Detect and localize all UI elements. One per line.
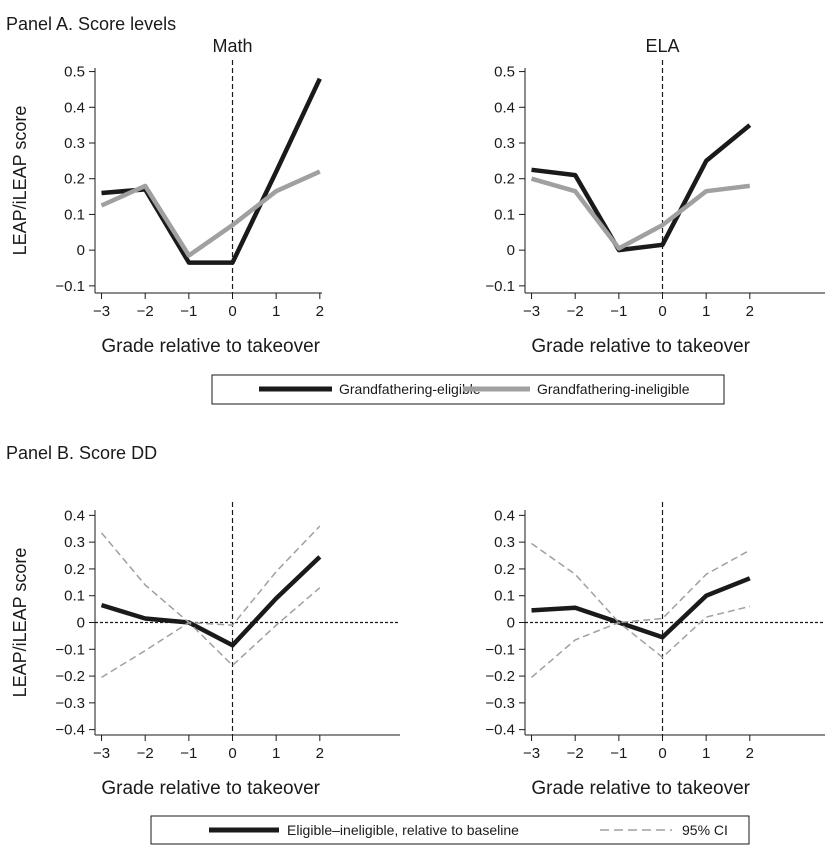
ci-bound-line [101,587,321,679]
panel-b-title: Panel B. Score DD [6,443,157,463]
chart-math-score-dd: −0.4 −0.3 −0.2 −0.1 0 0.1 0.2 0.3 0.4 −3 −2 −1 0 1 2 Gr… [10,502,400,799]
series-line [531,123,752,253]
y-tick-label: −0.2 [55,668,85,685]
y-tick-label: −0.1 [55,641,85,658]
legend-a-ineligible-label: Grandfathering-ineligible [537,381,690,397]
y-tick-label: 0.3 [494,135,515,152]
y-tick-label: −0.3 [485,695,515,712]
x-tick-label: 2 [316,745,324,762]
ci-bound-line [100,525,321,626]
x-tick-label: −2 [137,745,154,762]
y-tick-label: 0 [507,615,515,632]
y-tick-label: 0.4 [494,99,515,116]
x-tick-label: −1 [180,303,197,320]
x-axis-label: Grade relative to takeover [101,778,320,799]
x-tick-label: 0 [658,303,666,320]
y-tick-label: 0.5 [64,64,85,81]
legend-b-ci-label: 95% CI [682,822,728,838]
x-tick-label: −3 [523,303,540,320]
x-tick-label: 0 [228,303,236,320]
x-tick-label: 1 [272,745,280,762]
x-tick-label: −3 [523,745,540,762]
y-tick-label: −0.1 [485,278,515,295]
legend-panel-b: Eligible–ineligible, relative to baselin… [150,815,750,845]
y-tick-label: −0.3 [55,695,85,712]
ci-bound-line [531,605,750,678]
x-tick-label: 1 [702,303,710,320]
y-tick-label: −0.2 [485,668,515,685]
y-tick-label: 0.3 [64,534,85,551]
series-line [100,555,322,648]
x-tick-label: 2 [746,745,754,762]
series-line [531,576,751,640]
x-tick-label: −1 [610,303,627,320]
y-tick-label: 0.1 [64,206,85,223]
x-tick-label: 1 [272,303,280,320]
y-tick-label: 0.2 [64,561,85,578]
series-line [101,77,322,265]
y-tick-label: 0.5 [494,64,515,81]
y-tick-label: 0.3 [494,534,515,551]
x-tick-label: 1 [702,745,710,762]
chart-title: ELA [645,36,679,56]
legend-a-eligible-label: Grandfathering-eligible [339,381,481,397]
x-tick-label: −3 [93,303,110,320]
y-tick-label: 0.3 [64,135,85,152]
chart-title: Math [212,36,252,56]
x-tick-label: −2 [137,303,154,320]
y-tick-label: 0.2 [64,171,85,188]
x-tick-label: 0 [228,745,236,762]
x-tick-label: −2 [567,745,584,762]
x-tick-label: 2 [316,303,324,320]
x-tick-label: −1 [180,745,197,762]
chart-ela-score-dd: −0.4 −0.3 −0.2 −0.1 0 0.1 0.2 0.3 0.4 −3 −2 −1 0 1 2 Gr… [485,502,825,799]
y-tick-label: 0.1 [494,206,515,223]
y-tick-label: 0 [77,615,85,632]
y-tick-label: 0.4 [64,507,85,524]
x-tick-label: −1 [610,745,627,762]
x-tick-label: 2 [746,303,754,320]
chart-ela-score-levels: −0.1 0 0.1 0.2 0.3 0.4 0.5 −3 −2 −1 0 1 2 ELA Grade re… [485,36,825,357]
series-line [100,169,321,258]
y-axis-label: LEAP/iLEAP score [10,106,30,256]
y-tick-label: 0.1 [64,588,85,605]
legend-panel-a: Grandfathering-eligible Grandfathering-i… [211,374,725,405]
y-axis-label: LEAP/iLEAP score [10,548,30,698]
y-tick-label: 0 [77,242,85,259]
y-tick-label: 0 [507,242,515,259]
panel-a-title: Panel A. Score levels [6,14,176,34]
y-tick-label: 0.4 [64,99,85,116]
x-axis-label: Grade relative to takeover [101,336,320,357]
y-tick-label: 0.4 [494,507,515,524]
x-tick-label: −2 [567,303,584,320]
x-axis-label: Grade relative to takeover [531,778,750,799]
ci-bound-line [531,542,751,624]
y-tick-label: 0.1 [494,588,515,605]
x-axis-label: Grade relative to takeover [531,336,750,357]
y-tick-label: −0.1 [55,278,85,295]
y-tick-label: −0.1 [485,641,515,658]
y-tick-label: 0.2 [494,171,515,188]
x-tick-label: 0 [658,745,666,762]
legend-b-difference-label: Eligible–ineligible, relative to baselin… [287,822,519,838]
y-tick-label: 0.2 [494,561,515,578]
series-line [530,176,751,251]
y-tick-label: −0.4 [485,722,515,739]
chart-math-score-levels: −0.1 0 0.1 0.2 0.3 0.4 0.5 −3 −2 −1 0 1 2 Math Grade r… [10,36,324,357]
y-tick-label: −0.4 [55,722,85,739]
x-tick-label: −3 [93,745,110,762]
